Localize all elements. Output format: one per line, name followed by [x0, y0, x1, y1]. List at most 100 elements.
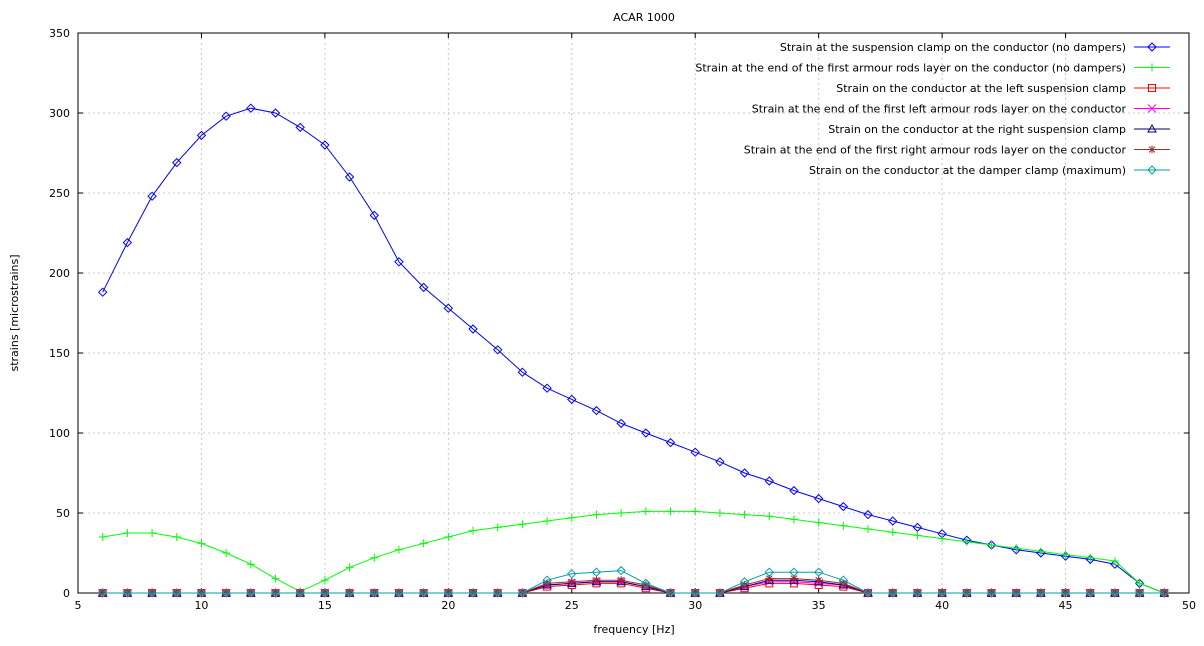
data-point [813, 493, 824, 504]
data-point [369, 588, 379, 598]
data-point [789, 574, 798, 583]
data-point [789, 485, 799, 496]
legend-label: Strain on the conductor at the left susp… [836, 82, 1126, 95]
data-point [394, 545, 403, 554]
data-point [888, 528, 897, 537]
data-point [320, 140, 330, 150]
data-point [147, 588, 157, 598]
data-point [196, 130, 207, 141]
data-point [962, 588, 972, 598]
legend-label: Strain at the end of the first right arm… [744, 144, 1127, 157]
x-tick-label: 10 [194, 599, 208, 612]
data-point [567, 394, 577, 405]
x-tick-label: 30 [688, 599, 702, 612]
data-point [690, 447, 700, 457]
data-point [567, 569, 577, 579]
legend-entry-1: Strain at the suspension clamp on the co… [780, 41, 1170, 54]
data-point [566, 578, 577, 587]
data-point [591, 405, 602, 416]
x-axis-label: frequency [Hz] [593, 623, 674, 636]
data-point [715, 457, 725, 467]
data-point [814, 518, 823, 527]
data-point [986, 588, 997, 598]
data-point [468, 324, 478, 334]
data-point [1085, 588, 1095, 598]
data-point [394, 588, 404, 598]
series-line [102, 570, 1165, 594]
data-point [419, 539, 428, 548]
data-point [987, 541, 996, 549]
data-point [765, 512, 774, 521]
y-tick-label: 200 [49, 267, 70, 280]
data-point [493, 523, 502, 532]
data-point [320, 588, 330, 598]
data-point [517, 367, 528, 377]
data-point [938, 534, 947, 543]
data-point [567, 513, 576, 522]
legend-entry-6: Strain at the end of the first right arm… [744, 144, 1170, 157]
data-point [1134, 588, 1145, 598]
data-point [443, 303, 454, 313]
series-line [102, 581, 1165, 594]
legend-label: Strain at the end of the first armour ro… [695, 62, 1126, 75]
data-point [295, 588, 305, 598]
data-point [1147, 104, 1157, 113]
series-4 [98, 577, 1169, 598]
series-line [102, 107, 1165, 594]
data-point [567, 577, 576, 586]
data-point [863, 509, 873, 520]
data-point [1061, 550, 1070, 559]
data-point [344, 172, 355, 182]
data-point [444, 533, 453, 541]
data-point [98, 589, 107, 597]
x-tick-label: 40 [935, 599, 949, 612]
legend-entry-7: Strain on the conductor at the damper cl… [809, 164, 1170, 177]
x-tick-label: 20 [441, 599, 455, 612]
data-point [98, 533, 107, 541]
data-point [1036, 588, 1046, 598]
data-point [246, 560, 255, 569]
data-point [913, 531, 922, 540]
plot-frame [77, 32, 1190, 594]
data-point [764, 476, 774, 486]
data-point [764, 567, 774, 577]
y-tick-label: 250 [49, 187, 70, 200]
data-point [320, 576, 329, 585]
data-point [691, 507, 700, 516]
data-point [542, 575, 552, 585]
data-point [641, 507, 650, 516]
data-point [813, 576, 824, 586]
data-point [864, 525, 873, 533]
data-point [1012, 544, 1021, 553]
y-axis-label: strains [microstrains] [8, 254, 21, 371]
data-point [1135, 579, 1144, 588]
series-2 [98, 507, 1169, 597]
data-point [839, 521, 848, 530]
data-point [468, 588, 478, 598]
data-point [221, 111, 231, 121]
data-point [394, 257, 404, 267]
data-point [344, 588, 355, 598]
data-point [666, 507, 675, 516]
data-point [739, 577, 750, 587]
data-point [122, 237, 133, 248]
data-point [888, 588, 898, 598]
data-point [443, 588, 454, 598]
data-point [814, 576, 823, 585]
data-point [616, 418, 626, 429]
data-point [97, 588, 108, 598]
data-point [912, 588, 923, 598]
data-point [270, 108, 281, 118]
x-tick-label: 35 [812, 599, 826, 612]
data-point [1110, 557, 1119, 565]
data-point [270, 588, 281, 598]
legend-entry-2: Strain at the end of the first armour ro… [695, 62, 1170, 75]
data-point [863, 588, 873, 598]
data-point [1159, 588, 1170, 598]
x-tick-label: 45 [1059, 599, 1073, 612]
data-point [1147, 123, 1157, 133]
grid [78, 33, 1189, 593]
data-point [641, 578, 651, 589]
x-tick-label: 5 [75, 599, 82, 612]
data-point [690, 588, 700, 598]
